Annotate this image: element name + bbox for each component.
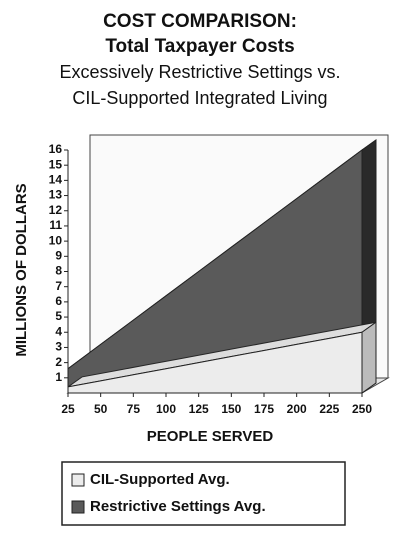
chart-subtitle: CIL-Supported Integrated Living [72,88,327,108]
y-tick-label: 3 [55,340,62,354]
legend-label: Restrictive Settings Avg. [90,498,266,515]
chart-title: Total Taxpayer Costs [105,36,294,57]
x-tick-label: 50 [94,402,108,416]
legend-swatch [71,500,85,514]
x-tick-label: 225 [319,402,339,416]
y-tick-label: 11 [49,218,62,232]
y-tick-label: 13 [49,188,63,202]
y-axis-label: MILLIONS OF DOLLARS [13,183,30,356]
chart-title: COST COMPARISON: [103,11,297,32]
y-tick-label: 16 [49,142,63,156]
y-tick-label: 9 [55,248,62,262]
y-tick-label: 4 [55,324,62,338]
area [67,149,363,394]
x-tick-label: 100 [156,402,176,416]
y-tick-label: 10 [49,233,63,247]
x-tick-label: 75 [127,402,141,416]
legend-label: CIL-Supported Avg. [90,471,230,488]
chart-subtitle: Excessively Restrictive Settings vs. [59,62,340,82]
y-tick-label: 8 [55,264,62,278]
y-tick-label: 1 [55,370,62,384]
x-tick-label: 150 [221,402,241,416]
y-tick-label: 7 [55,279,62,293]
y-tick-label: 14 [49,173,63,187]
x-tick-label: 200 [287,402,307,416]
legend-items: CIL-Supported Avg. Restrictive Settings A… [71,471,266,515]
y-tick-label: 2 [55,355,62,369]
x-tick-label: 25 [61,402,75,416]
x-tick-label: 125 [189,402,209,416]
legend [61,461,346,526]
x-tick-label: 250 [352,402,372,416]
y-tick-label: 12 [49,203,63,217]
x-tick-label: 175 [254,402,274,416]
area-side [361,321,377,394]
y-tick-label: 6 [55,294,62,308]
y-tick-label: 5 [55,309,62,323]
x-axis-label: PEOPLE SERVED [147,428,274,445]
legend-swatch [71,473,85,487]
y-tick-label: 15 [49,157,63,171]
area [67,331,363,394]
